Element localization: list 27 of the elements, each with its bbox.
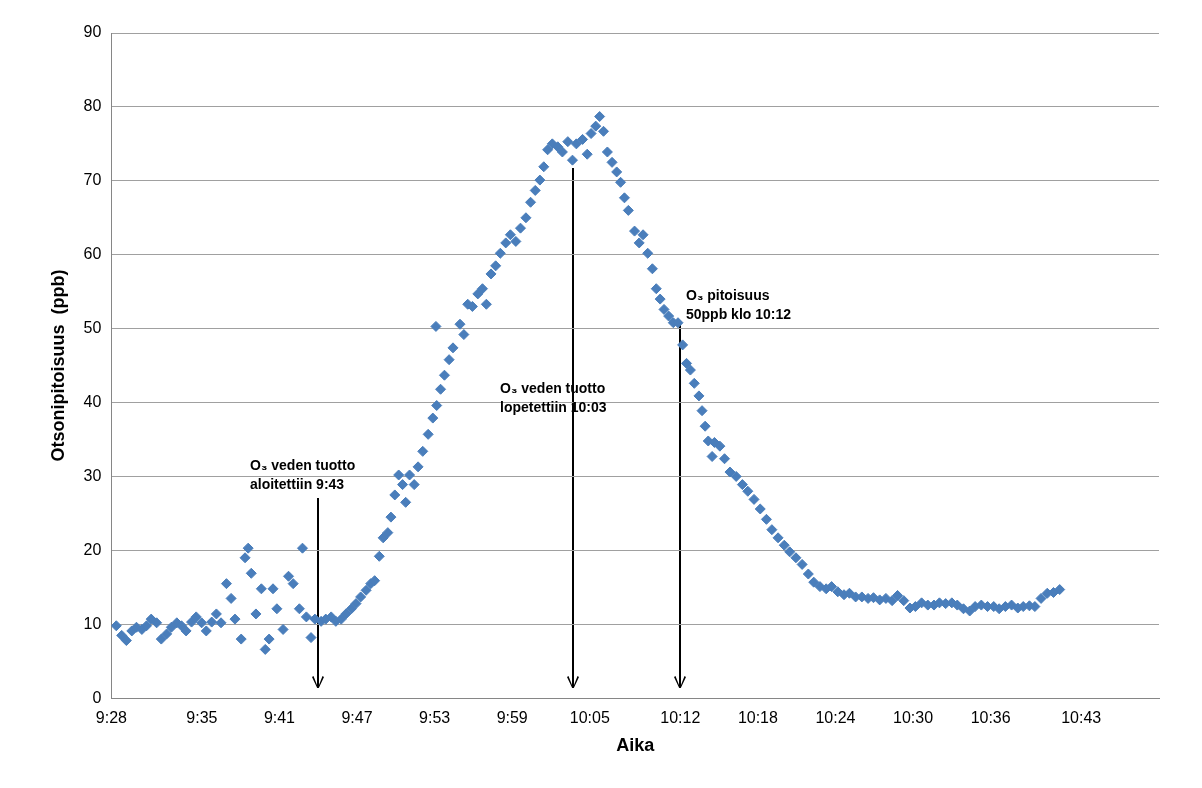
y-tick-label: 40 <box>83 392 102 410</box>
x-axis-title: Aika <box>616 735 656 756</box>
x-tick-label: 10:36 <box>970 709 1011 727</box>
x-tick-label: 10:24 <box>815 709 856 727</box>
x-tick-label: 10:43 <box>1061 709 1102 727</box>
x-tick-label: 10:12 <box>660 709 701 727</box>
x-tick-label: 9:59 <box>496 709 528 727</box>
y-axis-title: Otsonipitoisuus (ppb) <box>47 269 68 462</box>
x-tick-label: 9:28 <box>95 709 128 727</box>
x-tick-label: 10:05 <box>569 709 610 727</box>
x-tick-label: 9:47 <box>341 709 373 727</box>
x-tick-label: 10:30 <box>893 709 934 727</box>
y-tick-label: 20 <box>83 540 102 558</box>
x-tick-label: 9:53 <box>419 709 451 727</box>
y-tick-label: 60 <box>83 245 102 263</box>
y-tick-label: 70 <box>83 171 102 189</box>
y-tick-label: 80 <box>83 97 102 115</box>
x-tick-label: 9:35 <box>186 709 218 727</box>
x-tick-label: 9:41 <box>263 709 296 727</box>
y-tick-label: 10 <box>83 614 102 632</box>
y-tick-label: 30 <box>83 466 102 484</box>
x-tick-label: 10:18 <box>737 709 779 727</box>
y-tick-label: 90 <box>83 23 102 41</box>
annotation: O₃ pitoisuus 50ppb klo 10:12 <box>686 286 792 324</box>
y-tick-label: 0 <box>92 688 102 706</box>
annotation: O₃ veden tuotto aloitettiin 9:43 <box>250 456 356 494</box>
y-tick-label: 50 <box>83 319 102 337</box>
